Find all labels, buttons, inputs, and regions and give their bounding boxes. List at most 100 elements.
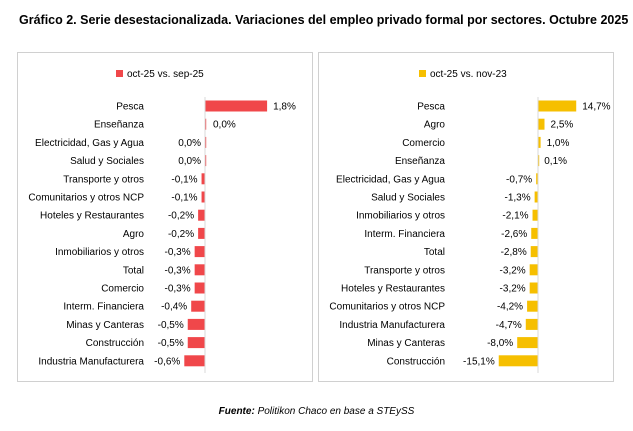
data-label: -0,1% [171,193,197,204]
bar [205,136,207,148]
bar [201,191,205,203]
category-label: Pesca [417,102,445,113]
category-label: Industria Manufacturera [339,320,445,331]
legend-swatch [419,70,426,77]
category-label: Salud y Sociales [371,193,445,204]
data-label: 1,0% [547,138,570,149]
category-label: Agro [424,120,446,131]
bar [527,300,538,312]
category-label: Pesca [116,102,144,113]
category-label: Hoteles y Restaurantes [40,211,144,222]
data-label: -0,6% [154,356,180,367]
data-label: -4,7% [496,320,522,331]
bar [184,355,205,367]
bar [534,191,538,203]
category-label: Enseñanza [395,156,445,167]
bar [538,155,540,167]
bar [531,227,538,239]
chart-title: Gráfico 2. Serie desestacionalizada. Var… [19,13,629,27]
category-label: Comercio [101,284,144,295]
category-label: Agro [123,229,145,240]
data-label: -3,2% [500,284,526,295]
category-label: Transporte y otros [364,265,445,276]
data-label: -1,3% [504,193,530,204]
legend-label: oct-25 vs. nov-23 [430,69,507,80]
category-label: Interm. Financiera [364,229,445,240]
data-label: -0,3% [165,247,191,258]
data-label: -2,6% [501,229,527,240]
category-label: Comunitarios y otros NCP [329,302,445,313]
bar [498,355,538,367]
bar [187,318,205,330]
bar [538,136,541,148]
bar [205,118,207,130]
data-label: -0,4% [161,302,187,313]
legend-label: oct-25 vs. sep-25 [127,69,204,80]
data-label: -4,2% [497,302,523,313]
data-label: -15,1% [463,356,495,367]
category-label: Minas y Canteras [367,338,445,349]
source-label: Fuente: [218,406,255,417]
category-label: Interm. Financiera [63,302,144,313]
data-label: -2,1% [502,211,528,222]
bar [205,100,268,112]
category-label: Comercio [402,138,445,149]
data-label: 2,5% [551,120,574,131]
bar [532,209,538,221]
bar [198,227,205,239]
bar [198,209,205,221]
category-label: Transporte y otros [63,174,144,185]
bar [194,282,205,294]
data-label: 14,7% [582,102,610,113]
data-label: -0,2% [168,211,194,222]
data-label: 0,0% [213,120,236,131]
bar [529,264,538,276]
category-label: Minas y Canteras [66,320,144,331]
data-label: 1,8% [273,102,296,113]
category-label: Construcción [86,338,144,349]
source-note: Fuente: Politikon Chaco en base a STEySS [0,406,633,417]
chart-monthly-svg: oct-25 vs. sep-25 Pesca 1,8% Enseñanza 0,0% E… [28,69,296,373]
bar [187,337,205,349]
data-label: -0,5% [158,338,184,349]
source-text: Politikon Chaco en base a STEySS [257,406,415,417]
bar [194,264,205,276]
data-label: -0,3% [165,284,191,295]
category-label: Industria Manufacturera [38,356,144,367]
bar [201,173,205,185]
category-label: Electricidad, Gas y Agua [35,138,144,149]
data-label: -0,2% [168,229,194,240]
data-label: -0,7% [506,174,532,185]
data-label: -0,1% [171,174,197,185]
category-label: Total [123,265,144,276]
category-label: Enseñanza [94,120,144,131]
bar [205,155,207,167]
bar [530,246,538,258]
category-label: Total [424,247,445,258]
chart-panel-monthly: oct-25 vs. sep-25 Pesca 1,8% Enseñanza 0,0% E… [17,52,313,382]
category-label: Hoteles y Restaurantes [341,284,445,295]
legend-swatch [116,70,123,77]
bar [191,300,205,312]
data-label: -8,0% [487,338,513,349]
chart-since-nov23-svg: oct-25 vs. nov-23 Pesca 14,7% Agro 2,5% Comer… [329,69,611,373]
data-label: 0,0% [178,138,201,149]
data-label: 0,0% [178,156,201,167]
bar [517,337,538,349]
category-label: Comunitarios y otros NCP [28,193,144,204]
bar [529,282,538,294]
chart-panel-since-nov23: oct-25 vs. nov-23 Pesca 14,7% Agro 2,5% Comer… [318,52,614,382]
category-label: Salud y Sociales [70,156,144,167]
bar [538,100,577,112]
data-label: -0,3% [165,265,191,276]
data-label: -2,8% [501,247,527,258]
bar [536,173,538,185]
data-label: -3,2% [500,265,526,276]
bar [525,318,538,330]
category-label: Inmobiliarios y otros [356,211,445,222]
category-label: Electricidad, Gas y Agua [336,174,445,185]
category-label: Construcción [387,356,445,367]
category-label: Inmobiliarios y otros [55,247,144,258]
data-label: -0,5% [158,320,184,331]
data-label: 0,1% [544,156,567,167]
